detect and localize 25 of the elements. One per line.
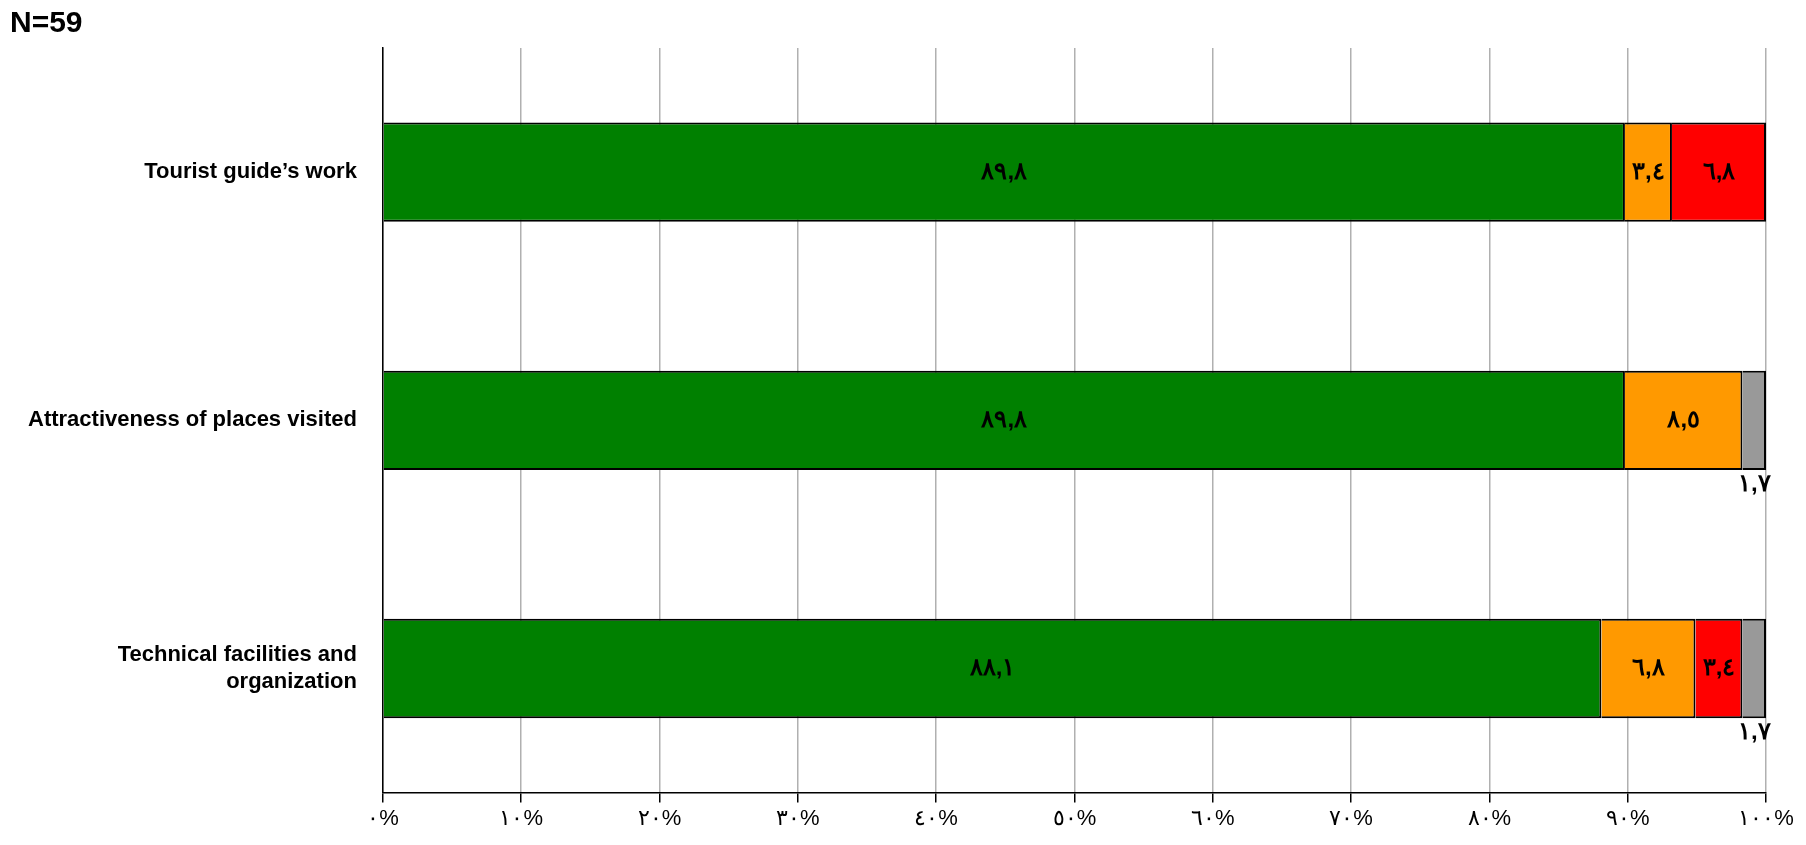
y-tick-label: Tourist guide’s work [144, 158, 358, 184]
data-label: ٣,٤ [1632, 156, 1665, 184]
x-tick-label: ٥٠% [1052, 804, 1097, 830]
x-tick-label: ١٠% [499, 804, 543, 830]
y-tick-label: Technical facilities and organization [117, 641, 357, 693]
x-tick-label: ٩٠% [1605, 804, 1650, 830]
x-tick-label: ٣٠% [776, 804, 820, 830]
x-tick-label: ٧٠% [1329, 804, 1373, 830]
data-label: ١,٧ [1737, 468, 1771, 496]
text: N=59 [10, 5, 83, 39]
data-label: ١,٧ [1737, 716, 1771, 744]
data-label: ٦,٨ [1632, 653, 1665, 681]
data-label: ٣,٤ [1702, 653, 1736, 681]
data-label: ٨٩,٨ [980, 156, 1028, 184]
x-tick-label: ٤٠% [914, 804, 958, 830]
x-tick-label: ٠% [367, 804, 399, 830]
y-tick-label: Attractiveness of places visited [27, 406, 357, 432]
x-tick-label: ٢٠% [637, 804, 682, 830]
data-label: ٨٩,٨ [980, 404, 1028, 432]
x-tick-label: ٦٠% [1190, 804, 1235, 830]
x-tick-label: ١٠٠% [1738, 804, 1794, 830]
data-label: ٨,٥ [1666, 404, 1701, 432]
data-label: ٦,٨ [1702, 156, 1736, 184]
data-label: ٨٨,١ [968, 653, 1016, 681]
x-tick-label: ٨٠% [1467, 804, 1512, 830]
